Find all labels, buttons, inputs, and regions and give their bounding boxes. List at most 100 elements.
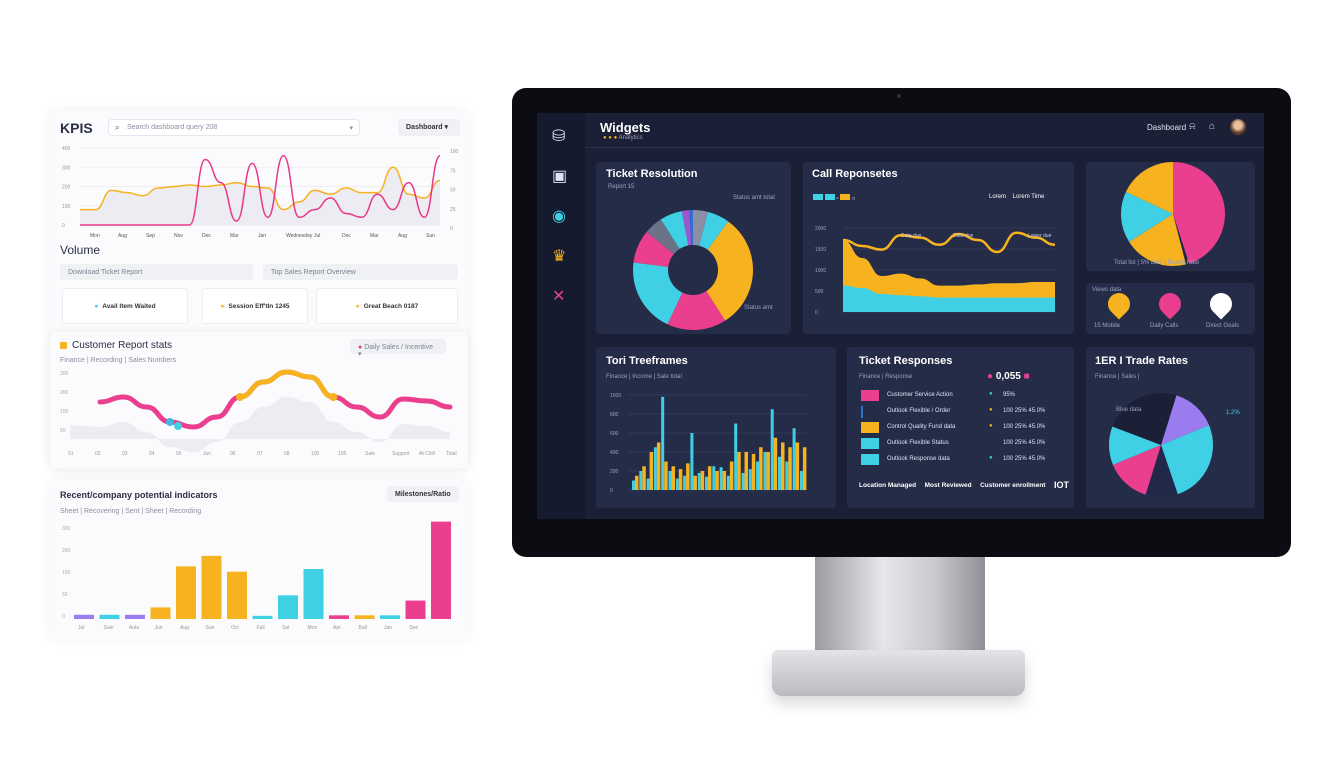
tick-label: Aug: [398, 233, 407, 239]
avatar[interactable]: [1230, 119, 1246, 135]
tick-label: 200: [610, 469, 619, 475]
pie-slice: [1161, 395, 1210, 445]
tick-label: Sale: [365, 451, 375, 457]
tick-label: Apr: [333, 625, 341, 631]
tick-label: 07: [257, 451, 263, 457]
legend-label: Lorem Time: [1012, 194, 1045, 200]
tick-label: 100: [60, 409, 69, 415]
filter-input-2[interactable]: Top Sales Report Overview: [263, 264, 458, 280]
pie-slice: [689, 210, 693, 246]
tick-label: 100: [62, 570, 71, 576]
pie-slice: [1173, 162, 1225, 264]
footer-link[interactable]: Customer enrollment: [980, 481, 1046, 489]
bar-cyan: [726, 475, 730, 490]
bar-orange: [744, 452, 748, 490]
card-subtitle: Finance | Sales |: [1095, 374, 1140, 380]
response-row[interactable]: Outlook Flexible / Order ● 100 25% 45.0%: [861, 406, 1066, 418]
dropdown-label: Dashboard: [406, 124, 443, 131]
customer-wave-chart: 300 200 100 50 01 02 03 04 05 Jun 06 07 08 100 105 Sale…: [60, 369, 457, 457]
tick-label: 200: [62, 185, 71, 191]
settings-icon[interactable]: ⌂: [1209, 121, 1216, 132]
filter-input-1[interactable]: Download Ticket Report: [60, 264, 254, 280]
ticket-resolution-donut: [633, 210, 753, 330]
area-orange: [843, 240, 1055, 312]
bar-cyan: [756, 461, 760, 490]
tick-label: Data due: [901, 233, 922, 239]
bar-cyan: [712, 466, 716, 490]
status-dot-icon: ●: [94, 302, 99, 310]
row-name: Outlook Response data: [887, 456, 950, 462]
card-subtitle: Finance | Income | Sale total: [606, 374, 682, 380]
tick-label: Wednesday: [286, 233, 313, 239]
pie-slice: [1112, 393, 1177, 445]
color-swatch: [861, 406, 863, 418]
card-title: Ticket Responses: [859, 355, 953, 367]
dashboard-title: Widgets: [600, 120, 651, 135]
location-pin-icon[interactable]: [1103, 288, 1135, 320]
bell-icon[interactable]: ⍾: [1189, 121, 1196, 132]
pie-slice: [646, 219, 680, 255]
bar-orange: [678, 469, 683, 490]
tick-label: 100: [311, 451, 320, 457]
pie-legend: Total list | 5% DAY | Reach Rate: [1114, 260, 1200, 266]
bar: [74, 614, 94, 619]
stat-card[interactable]: ● Great Beach 0187: [316, 288, 458, 324]
pin-label: Direct Goals: [1206, 323, 1240, 329]
bar-cyan: [661, 396, 665, 490]
customer-report-dropdown[interactable]: ● Daily Sales / Incentive ▾: [350, 339, 446, 358]
header-link[interactable]: Dashboard: [1147, 123, 1187, 132]
dropdown-label: Daily Sales / Incentive: [364, 344, 434, 351]
stat-card[interactable]: ● Session Eff'tIn 1245: [202, 288, 308, 324]
customer-report-card: Customer Report stats Finance | Recordin…: [50, 332, 468, 468]
row-name: Control Quality Fund data: [887, 424, 956, 430]
crown-icon[interactable]: ♛: [552, 248, 567, 265]
tick-label: Jul: [314, 233, 320, 239]
pie-slice: [1121, 191, 1173, 242]
timeframes-card: Tori Treeframes Finance | Income | Sale …: [596, 347, 836, 508]
bar: [380, 615, 400, 619]
x-icon[interactable]: ✕: [552, 288, 566, 305]
tick-label: Dec: [410, 625, 419, 631]
tick-label: 400: [610, 450, 619, 456]
tick-label: 400: [62, 146, 71, 152]
bar: [176, 566, 196, 619]
tick-label: 0: [610, 488, 613, 494]
dashboard-subtitle: Analytics: [618, 135, 643, 141]
location-pin-icon[interactable]: [1205, 288, 1237, 320]
search-input[interactable]: ⌕ Search dashboard query 208 ▾: [108, 119, 360, 136]
row-value: 100 25% 45.0%: [1003, 408, 1046, 414]
bar: [252, 615, 273, 619]
response-row[interactable]: Outlook Flexible Status 100 25% 45.0%: [861, 438, 1066, 450]
bar-orange: [751, 453, 756, 490]
tick-label: Dec: [202, 233, 211, 239]
volume-title: Volume: [60, 243, 101, 257]
pie-slice: [1173, 214, 1190, 265]
tick-label: 100: [450, 149, 459, 155]
bar-orange: [671, 466, 675, 490]
indicators-dropdown[interactable]: Milestones/Ratio: [387, 486, 459, 502]
tick-label: 105: [338, 451, 347, 457]
location-pin-icon[interactable]: [1154, 288, 1186, 320]
tick-label: Jul: [78, 625, 84, 631]
footer-link[interactable]: Most Reviewed: [924, 481, 972, 489]
tick-label: 03: [122, 451, 128, 457]
color-swatch: [861, 438, 879, 449]
target-icon[interactable]: ◉: [552, 208, 566, 225]
footer-value: IOT: [1054, 480, 1069, 490]
bar-orange: [722, 471, 727, 490]
response-row[interactable]: Customer Service Action ● 95%: [861, 390, 1066, 402]
dashboard-dropdown[interactable]: Dashboard ▾: [398, 119, 460, 136]
bar-orange: [715, 471, 719, 490]
bar-cyan: [734, 423, 738, 490]
bar-orange: [649, 452, 654, 490]
response-row[interactable]: Outlook Response data ● 100 25% 45.0%: [861, 454, 1066, 466]
tick-label: 300: [62, 165, 71, 171]
footer-link[interactable]: Location Managed: [859, 481, 917, 489]
distribution-pie-card: Total list | 5% DAY | Reach Rate: [1086, 162, 1255, 271]
tick-label: Mon: [90, 233, 100, 239]
calendar-icon[interactable]: ▣: [552, 168, 568, 185]
series-line: [80, 154, 441, 226]
response-row[interactable]: Control Quality Fund data ● 100 25% 45.0%: [861, 422, 1066, 434]
briefcase-icon[interactable]: ⛁: [552, 128, 566, 145]
stat-card[interactable]: ● Avail Item Waited: [62, 288, 188, 324]
